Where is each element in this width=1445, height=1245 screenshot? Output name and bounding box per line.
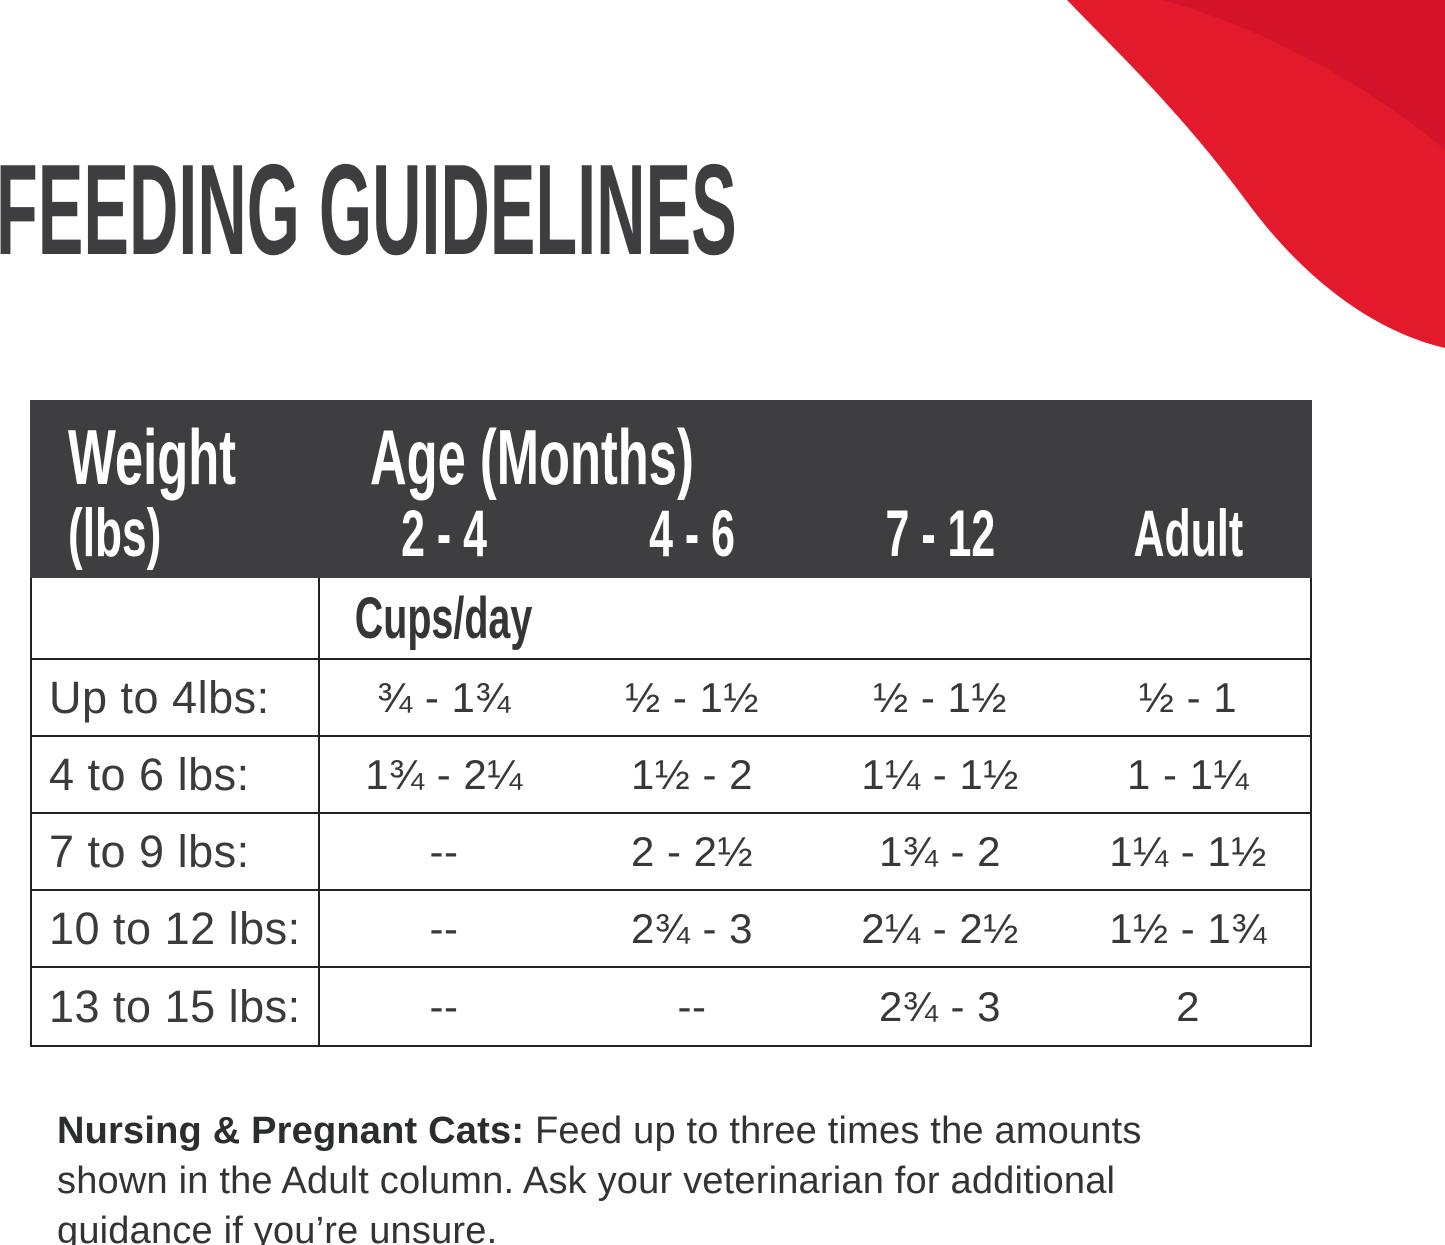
cups-value-cell: 1 - 1¼ (1126, 750, 1250, 798)
units-label: Cups/day (355, 585, 533, 651)
cups-value-cell: 2¾ - 3 (630, 904, 754, 952)
cups-value-cell: 2¼ - 2½ (861, 904, 1019, 952)
cups-value-cell: 2 (1176, 982, 1200, 1030)
cups-value-cell: -- (429, 982, 459, 1030)
cups-value-cell: -- (429, 827, 459, 875)
weight-header-label: Weight (68, 413, 237, 501)
table-body: Cups/day Up to 4lbs: ¾ - 1¾ ½ - 1½ ½ - 1… (30, 578, 1312, 1047)
nursing-pregnant-cats-note: Nursing & Pregnant Cats: Feed up to thre… (57, 1106, 1397, 1245)
weight-range-cell: 4 to 6 lbs: (32, 737, 320, 812)
cups-value-cell: 1¾ - 2 (878, 827, 1002, 875)
table-row: 10 to 12 lbs: -- 2¾ - 3 2¼ - 2½ 1½ - 1¾ (32, 891, 1310, 968)
footnote-line3: guidance if you’re unsure. (57, 1210, 498, 1245)
weight-range-cell: 13 to 15 lbs: (32, 968, 320, 1045)
table-row: Up to 4lbs: ¾ - 1¾ ½ - 1½ ½ - 1½ ½ - 1 (32, 660, 1310, 737)
footnote-line2: shown in the Adult column. Ask your vete… (57, 1160, 1116, 1202)
age-column-label-7-12: 7 - 12 (885, 496, 995, 570)
weight-range-cell: 10 to 12 lbs: (32, 891, 320, 966)
cups-value-cell: ½ - 1½ (873, 673, 1007, 721)
weight-range-cell: 7 to 9 lbs: (32, 814, 320, 889)
weight-unit-label: (lbs) (68, 495, 162, 571)
cups-value-cell: ½ - 1½ (625, 673, 759, 721)
cups-value-cell: ¾ - 1¾ (377, 673, 511, 721)
cups-value-cell: -- (429, 904, 459, 952)
age-column-label-adult: Adult (1133, 496, 1243, 570)
table-header: Weight (lbs) Age (Months) 2 - 4 4 - 6 7 … (30, 400, 1312, 578)
table-row: 13 to 15 lbs: -- -- 2¾ - 3 2 (32, 968, 1310, 1045)
cups-value-cell: 1¼ - 1½ (1109, 827, 1267, 875)
cups-value-cell: 1¼ - 1½ (861, 750, 1019, 798)
cups-value-cell: 2 - 2½ (630, 827, 754, 875)
feeding-table: Weight (lbs) Age (Months) 2 - 4 4 - 6 7 … (30, 400, 1312, 1047)
age-subcolumn-row: 2 - 4 4 - 6 7 - 12 Adult (320, 496, 1312, 570)
cups-value-cell: 1¾ - 2¼ (365, 750, 523, 798)
cups-value-cell: -- (677, 982, 707, 1030)
units-row-empty-cell (32, 578, 320, 658)
footnote-bold-label: Nursing & Pregnant Cats: (57, 1110, 525, 1152)
weight-column-header: Weight (lbs) (30, 414, 320, 578)
cups-value-cell: 2¾ - 3 (878, 982, 1002, 1030)
age-months-header-label: Age (Months) (370, 413, 694, 501)
units-label-cell: Cups/day (320, 578, 568, 658)
age-column-label-4-6: 4 - 6 (649, 496, 735, 570)
age-column-group-header: Age (Months) 2 - 4 4 - 6 7 - 12 Adult (320, 414, 1312, 578)
red-swoosh-decoration (1067, 0, 1445, 348)
cups-value-cell: ½ - 1 (1138, 673, 1238, 721)
table-row: 7 to 9 lbs: -- 2 - 2½ 1¾ - 2 1¼ - 1½ (32, 814, 1310, 891)
table-row: 4 to 6 lbs: 1¾ - 2¼ 1½ - 2 1¼ - 1½ 1 - 1… (32, 737, 1310, 814)
units-row: Cups/day (32, 578, 1310, 660)
cups-value-cell: 1½ - 1¾ (1109, 904, 1267, 952)
age-column-label-2-4: 2 - 4 (401, 496, 487, 570)
page-title: FEEDING GUIDELINES (0, 138, 737, 282)
footnote-line1-rest: Feed up to three times the amounts (524, 1110, 1142, 1152)
weight-range-cell: Up to 4lbs: (32, 660, 320, 735)
cups-value-cell: 1½ - 2 (630, 750, 754, 798)
